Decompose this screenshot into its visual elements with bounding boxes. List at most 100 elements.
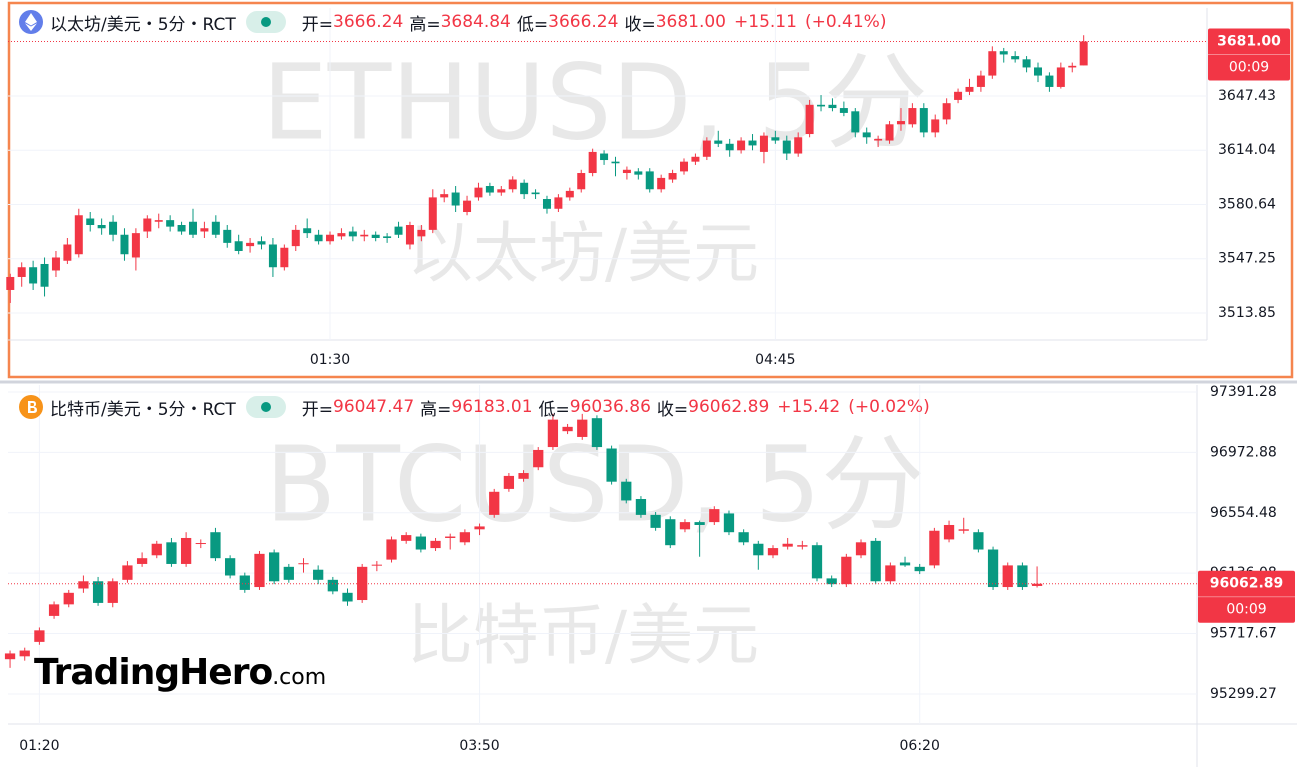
candle-body bbox=[565, 190, 574, 198]
candle-body bbox=[107, 581, 118, 603]
candle-body bbox=[314, 234, 323, 242]
y-tick-label: 95717.67 bbox=[1210, 626, 1277, 642]
candle-body bbox=[97, 225, 106, 229]
candle-body bbox=[748, 140, 757, 146]
candle-body bbox=[246, 242, 255, 247]
candle-body bbox=[415, 536, 426, 550]
legend-value: 96183.01 bbox=[451, 397, 533, 417]
y-tick-label: 3614.04 bbox=[1218, 142, 1276, 158]
status[interactable] bbox=[245, 396, 286, 418]
candle-body bbox=[383, 236, 392, 238]
candle-body bbox=[92, 581, 104, 603]
candle-body bbox=[1034, 67, 1042, 76]
candle-body bbox=[931, 119, 940, 133]
candle-body bbox=[224, 558, 236, 576]
legend-label: 收= bbox=[624, 14, 656, 35]
candle-body bbox=[954, 91, 963, 100]
candle-body bbox=[899, 562, 911, 566]
candle-body bbox=[120, 234, 129, 255]
candle-body bbox=[714, 140, 723, 144]
legend-value: 3666.24 bbox=[333, 12, 404, 32]
change-pct: (+0.41%) bbox=[804, 12, 887, 32]
candle-body bbox=[445, 536, 456, 538]
candle-body bbox=[1002, 565, 1013, 588]
watermark-sub: 比特币/美元 bbox=[407, 597, 759, 674]
btc-icon bbox=[19, 395, 43, 419]
x-tick-label: 01:30 bbox=[310, 352, 350, 368]
candle-body bbox=[1045, 75, 1054, 87]
candle-body bbox=[166, 542, 177, 564]
candle-body bbox=[430, 540, 441, 549]
candle-body bbox=[1079, 41, 1088, 66]
countdown: 00:09 bbox=[1226, 602, 1266, 618]
candle-body bbox=[797, 545, 808, 547]
candle-body bbox=[841, 556, 852, 585]
candle-body bbox=[1022, 59, 1031, 68]
candle-body bbox=[51, 257, 60, 271]
legend-value: 3681.00 bbox=[655, 12, 727, 32]
candle-body bbox=[86, 218, 95, 226]
status[interactable] bbox=[245, 11, 286, 33]
candle-body bbox=[269, 552, 280, 582]
candle-body bbox=[337, 233, 346, 237]
legend-value: 96062.89 bbox=[688, 397, 770, 417]
y-tick-label: 3580.64 bbox=[1218, 196, 1276, 212]
candle-body bbox=[360, 234, 369, 237]
candle-body bbox=[239, 575, 250, 590]
candle-body bbox=[805, 104, 814, 135]
candle-body bbox=[371, 564, 382, 566]
logo-suffix: .com bbox=[272, 665, 327, 690]
candle-body bbox=[668, 173, 677, 180]
candle-body bbox=[223, 229, 232, 243]
candle-body bbox=[177, 225, 186, 232]
candle-body bbox=[782, 543, 793, 547]
candle-body bbox=[188, 221, 197, 235]
candle-body bbox=[63, 592, 74, 605]
legend-label: 开= bbox=[301, 14, 334, 35]
candle-body bbox=[691, 156, 700, 162]
candle-body bbox=[657, 177, 666, 190]
x-tick-label: 06:20 bbox=[900, 738, 940, 754]
candle-body bbox=[811, 545, 823, 579]
candle-body bbox=[211, 221, 220, 235]
candle-body bbox=[839, 108, 848, 113]
last-price-label: 96062.89 bbox=[1210, 576, 1284, 592]
legend-value: 96047.47 bbox=[333, 397, 415, 417]
candle-body bbox=[547, 419, 559, 448]
legend-label: 收= bbox=[656, 399, 689, 420]
candle-body bbox=[725, 143, 734, 151]
candle-body bbox=[1068, 65, 1077, 68]
candle-body bbox=[298, 563, 309, 565]
candle-body bbox=[554, 197, 563, 209]
symbol: 以太坊/美元・5分・RCT bbox=[50, 14, 236, 35]
candle-body bbox=[520, 182, 529, 195]
candle-body bbox=[474, 187, 483, 198]
candle-body bbox=[753, 543, 764, 556]
y-tick-label: 3547.25 bbox=[1218, 251, 1276, 267]
candle-body bbox=[645, 171, 654, 190]
candle-body bbox=[405, 225, 414, 245]
countdown: 00:09 bbox=[1229, 59, 1269, 75]
candle-body bbox=[943, 524, 955, 540]
y-tick-label: 96972.88 bbox=[1210, 444, 1277, 460]
candle-body bbox=[999, 51, 1008, 55]
candle-body bbox=[19, 650, 30, 657]
candle-body bbox=[401, 535, 412, 541]
watermark-sub: 以太坊/美元 bbox=[407, 215, 759, 292]
candle-body bbox=[650, 514, 661, 528]
candle-body bbox=[34, 630, 45, 642]
legend-label: 低= bbox=[538, 399, 570, 420]
candle-body bbox=[459, 532, 471, 543]
candle-body bbox=[518, 473, 529, 479]
candle-body bbox=[855, 542, 867, 556]
legend-label: 高= bbox=[409, 14, 441, 35]
header: 比特币/美元・5分・RCT 开= 96047.47 高= 96183.01 低= 96… bbox=[18, 394, 930, 420]
candle-body bbox=[386, 539, 397, 560]
candle-body bbox=[611, 161, 620, 164]
candle-body bbox=[737, 140, 746, 151]
candle-body bbox=[896, 121, 905, 125]
candle-body bbox=[280, 247, 289, 268]
candle-body bbox=[180, 537, 192, 564]
logo: TradingHero.com bbox=[34, 652, 326, 693]
